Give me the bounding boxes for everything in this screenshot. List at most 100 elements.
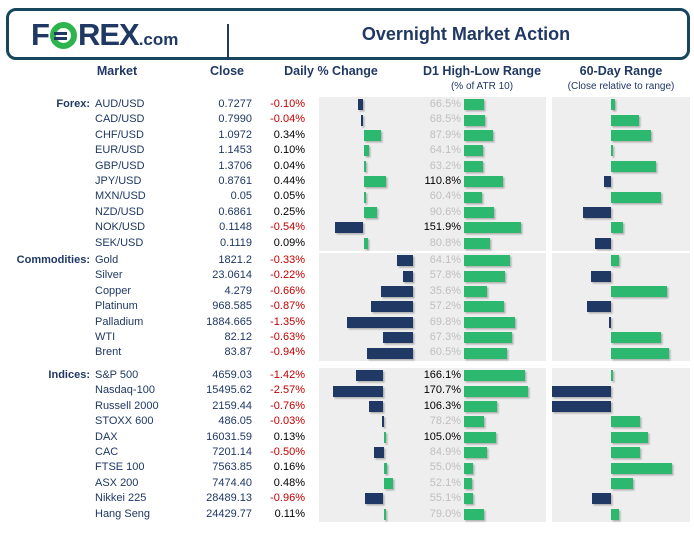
atr-value: 80.8%	[429, 236, 461, 249]
market-name: Nasdaq-100	[95, 384, 155, 397]
daily-change-bar	[355, 370, 384, 382]
range-position-bar	[611, 370, 613, 382]
range-position-bar	[587, 301, 611, 313]
daily-change-value: -0.03%	[270, 415, 305, 428]
logo-letters-rex: REX	[77, 17, 140, 52]
close-value: 0.05	[230, 190, 252, 203]
market-name: Platinum	[95, 300, 138, 313]
daily-change-bar	[402, 270, 414, 282]
daily-change-value: 0.05%	[273, 190, 305, 203]
d1-range-bar	[463, 145, 484, 157]
daily-change-value: -0.96%	[270, 492, 305, 505]
logo-o-icon	[49, 21, 77, 49]
daily-change-bar	[382, 416, 384, 428]
daily-change-value: 0.48%	[273, 476, 305, 489]
daily-change-value: -0.33%	[270, 254, 305, 266]
range-position-bar	[611, 347, 669, 359]
section-indices: Indices: S&P 500 4659.03 -1.42% 166.1% Nasdaq…	[0, 368, 694, 522]
range-position-bar	[611, 191, 662, 203]
section-forex: Forex: AUD/USD 0.7277 -0.10% 66.5% CAD/USD 0.7…	[0, 97, 694, 251]
close-value: 1.1453	[218, 144, 252, 157]
close-value: 16031.59	[206, 430, 252, 443]
table-row: Silver 23.0614 -0.22% 57.8%	[0, 268, 694, 283]
atr-value: 105.0%	[423, 430, 461, 443]
d1-range-bar	[463, 416, 484, 428]
atr-value: 69.8%	[429, 315, 461, 328]
range-position-bar	[611, 160, 657, 172]
close-value: 1821.2	[218, 254, 252, 266]
daily-change-bar	[367, 347, 414, 359]
column-subheader-atr: (% of ATR 10)	[450, 81, 514, 92]
table-row: STOXX 600 486.05 -0.03% 78.2%	[0, 414, 694, 429]
atr-value: 106.3%	[423, 399, 461, 412]
range-position-bar	[611, 285, 668, 297]
range-position-bar	[611, 222, 624, 234]
column-subheader-60day: (Close relative to range)	[567, 81, 675, 92]
table-row: Russell 2000 2159.44 -0.76% 106.3%	[0, 399, 694, 414]
market-name: ASX 200	[95, 476, 139, 489]
range-position-bar	[604, 176, 611, 188]
close-value: 2159.44	[212, 399, 252, 412]
market-name: MXN/USD	[95, 190, 146, 203]
atr-value: 64.1%	[429, 144, 461, 157]
market-name: Brent	[95, 346, 122, 359]
d1-range-bar	[463, 114, 485, 126]
d1-range-bar	[463, 206, 495, 218]
range-position-bar	[611, 332, 662, 344]
market-name: Copper	[95, 284, 132, 297]
d1-range-bar	[463, 191, 482, 203]
daily-change-value: 0.44%	[273, 174, 305, 187]
atr-value: 35.6%	[429, 284, 461, 297]
close-value: 0.8761	[218, 174, 252, 187]
daily-change-value: -0.63%	[270, 330, 305, 343]
d1-range-bar	[463, 160, 483, 172]
d1-range-bar	[463, 301, 505, 313]
daily-change-bar	[358, 99, 364, 111]
daily-change-value: 0.11%	[274, 507, 305, 520]
daily-change-value: -0.87%	[270, 300, 305, 313]
market-name: EUR/USD	[95, 144, 145, 157]
range-position-bar	[611, 447, 641, 459]
market-name: Silver	[95, 269, 123, 282]
atr-value: 87.9%	[429, 128, 461, 141]
column-header-close: Close	[209, 64, 245, 78]
market-name: Gold	[95, 254, 119, 266]
d1-range-bar	[463, 99, 485, 111]
market-name: CAC	[95, 445, 119, 458]
section-commodities: Commodities: Gold 1821.2 -0.33% 64.1% Silver 2…	[0, 253, 694, 361]
daily-change-bar	[383, 462, 387, 474]
daily-change-value: -1.35%	[270, 315, 305, 328]
table-row: Indices: S&P 500 4659.03 -1.42% 166.1%	[0, 368, 694, 383]
daily-change-bar	[363, 206, 377, 218]
atr-value: 67.3%	[429, 330, 461, 343]
daily-change-value: 0.10%	[273, 144, 305, 157]
d1-range-bar	[463, 400, 498, 412]
close-value: 24429.77	[206, 507, 252, 520]
range-position-bar	[552, 400, 611, 412]
table-row: Hang Seng 24429.77 0.11% 79.0%	[0, 507, 694, 522]
daily-change-value: -0.04%	[270, 113, 305, 126]
daily-change-bar	[363, 129, 382, 141]
daily-change-value: 0.34%	[273, 128, 305, 141]
range-position-bar	[609, 316, 611, 328]
daily-change-bar	[383, 508, 386, 520]
d1-range-bar	[463, 462, 473, 474]
daily-change-value: 0.09%	[273, 236, 305, 249]
daily-change-bar	[361, 114, 364, 126]
market-name: NZD/USD	[95, 205, 144, 218]
market-name: SEK/USD	[95, 236, 144, 249]
daily-change-bar	[335, 222, 364, 234]
atr-value: 79.0%	[429, 507, 461, 520]
close-value: 23.0614	[212, 269, 252, 282]
column-header-daily-change: Daily % Change	[284, 64, 378, 78]
market-name: JPY/USD	[95, 174, 142, 187]
close-value: 1.3706	[218, 159, 252, 172]
d1-range-bar	[463, 129, 494, 141]
close-value: 968.585	[212, 300, 252, 313]
daily-change-value: 0.25%	[273, 205, 305, 218]
daily-change-value: 0.13%	[273, 430, 305, 443]
atr-value: 60.5%	[429, 346, 461, 359]
close-value: 0.1148	[219, 221, 252, 234]
d1-range-bar	[463, 255, 510, 267]
atr-value: 52.1%	[429, 476, 461, 489]
